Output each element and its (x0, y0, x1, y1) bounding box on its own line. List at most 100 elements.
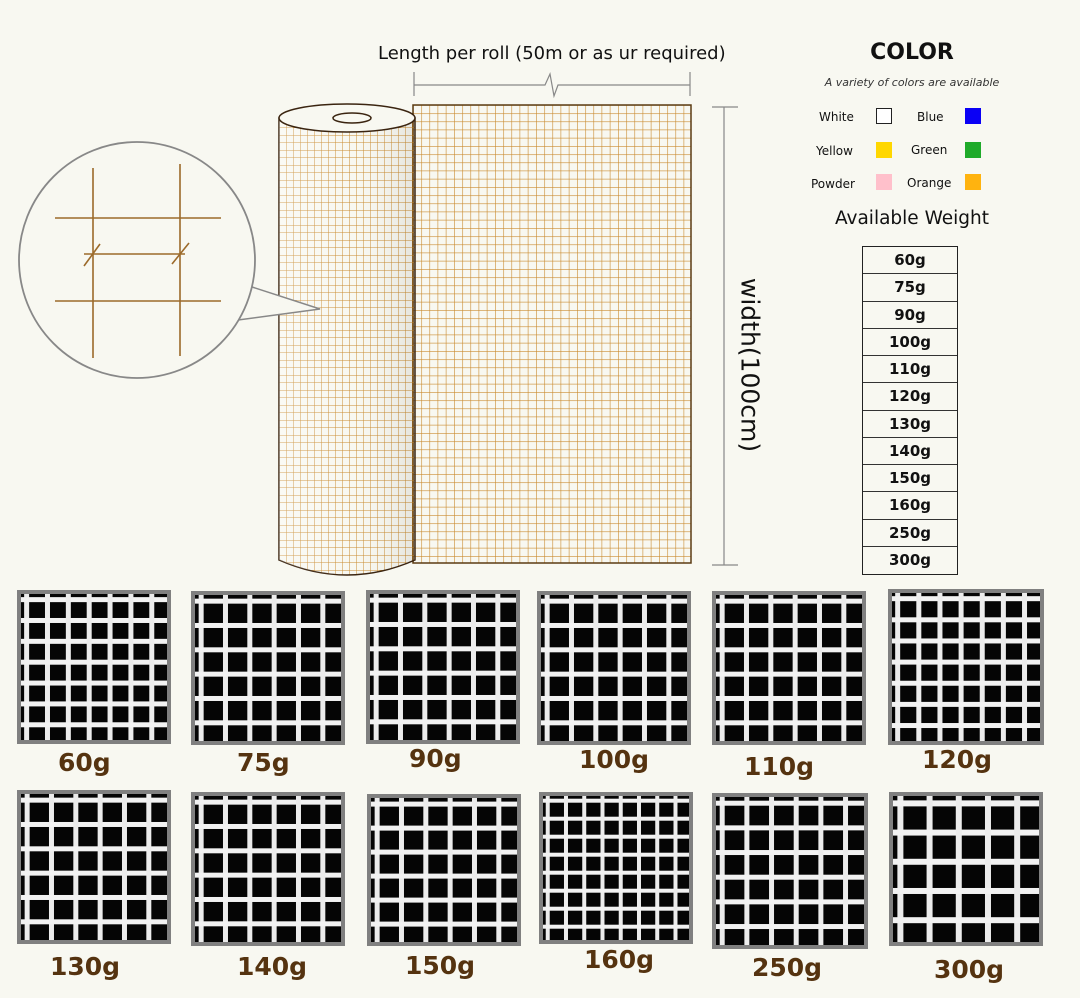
width-dimension (712, 106, 738, 566)
mesh-photo (892, 593, 1040, 741)
color-label-yellow: Yellow (816, 144, 853, 158)
mesh-strand-vertical (1022, 593, 1028, 741)
weight-row: 60g (863, 247, 957, 275)
mesh-strand-vertical (841, 595, 847, 741)
mesh-photo (543, 796, 689, 940)
mesh-strand-horizontal (195, 647, 341, 653)
mesh-strand-vertical (843, 797, 849, 945)
mesh-strand-vertical (97, 794, 103, 940)
mesh-strand-vertical (73, 794, 79, 940)
color-label-blue: Blue (917, 110, 944, 124)
available-weight-title: Available Weight (834, 208, 990, 229)
mesh-strand-vertical (320, 595, 326, 741)
weight-row: 110g (863, 356, 957, 384)
mesh-strand-vertical (24, 594, 30, 740)
mesh-strand-horizontal (195, 671, 341, 677)
mesh-strand-vertical (544, 595, 550, 741)
mesh-photo (371, 798, 517, 942)
mesh-strand-vertical (916, 593, 922, 741)
mesh-strand-horizontal (716, 825, 864, 831)
sample-image-110g (712, 591, 866, 745)
mesh-strand-vertical (636, 796, 641, 940)
mesh-strand-vertical (984, 796, 991, 942)
color-swatch-orange (965, 174, 981, 190)
weight-row: 100g (863, 329, 957, 356)
color-subtitle: A variety of colors are available (824, 76, 1000, 89)
mesh-strand-horizontal (892, 638, 1040, 644)
mesh-strand-vertical (593, 595, 599, 741)
mesh-strand-horizontal (21, 659, 167, 665)
sample-image-100g (537, 591, 691, 745)
weight-row: 75g (863, 274, 957, 302)
mesh-strand-horizontal (543, 834, 689, 839)
mesh-strand-horizontal (21, 821, 167, 827)
mesh-strand-horizontal (370, 621, 516, 627)
weight-row: 160g (863, 492, 957, 520)
sample-image-90g (366, 590, 520, 744)
mesh-strand-horizontal (21, 919, 167, 925)
mesh-strand-vertical (271, 595, 277, 741)
mesh-strand-horizontal (543, 888, 689, 893)
mesh-strand-horizontal (893, 858, 1039, 865)
mesh-strand-vertical (295, 595, 301, 741)
sample-label-75g: 75g (237, 748, 290, 777)
mesh-strand-vertical (320, 796, 326, 942)
sample-image-130g (17, 790, 171, 944)
mesh-strand-horizontal (716, 671, 862, 677)
mesh-strand-vertical (471, 798, 477, 942)
mesh-strand-horizontal (716, 924, 864, 930)
mesh-strand-horizontal (541, 598, 687, 604)
mesh-strand-horizontal (195, 799, 341, 805)
sample-label-60g: 60g (58, 748, 111, 777)
mesh-strand-vertical (398, 798, 404, 942)
mesh-strand-vertical (926, 796, 933, 942)
mesh-strand-horizontal (893, 887, 1039, 894)
mesh-strand-horizontal (716, 647, 862, 653)
sample-label-130g: 130g (50, 952, 121, 981)
mesh-strand-horizontal (371, 825, 517, 831)
mesh-strand-horizontal (893, 829, 1039, 836)
mesh-strand-vertical (247, 595, 253, 741)
length-per-roll-label: Length per roll (50m or as ur required) (378, 43, 726, 64)
length-dimension (413, 72, 691, 99)
mesh-strand-vertical (107, 594, 113, 740)
mesh-photo (21, 594, 167, 740)
mesh-strand-horizontal (541, 647, 687, 653)
mesh-strand-horizontal (541, 720, 687, 726)
color-swatch-yellow (876, 142, 892, 158)
mesh-photo (21, 794, 167, 940)
mesh-strand-vertical (955, 796, 962, 942)
weight-row: 90g (863, 302, 957, 329)
mesh-photo (195, 595, 341, 741)
mesh-strand-vertical (374, 798, 380, 942)
color-swatch-green (965, 142, 981, 158)
mesh-strand-horizontal (543, 816, 689, 821)
mesh-strand-horizontal (21, 597, 167, 603)
color-label-orange: Orange (907, 176, 952, 190)
mesh-strand-vertical (617, 595, 623, 741)
mesh-strand-vertical (744, 797, 750, 945)
mesh-strand-vertical (447, 798, 453, 942)
mesh-photo (716, 797, 864, 945)
mesh-strand-horizontal (195, 896, 341, 902)
mesh-strand-vertical (24, 794, 30, 940)
mesh-strand-vertical (1014, 796, 1021, 942)
mesh-strand-vertical (1000, 593, 1006, 741)
mesh-strand-vertical (423, 798, 429, 942)
mesh-strand-vertical (470, 594, 476, 740)
sample-label-100g: 100g (579, 745, 650, 774)
mesh-strand-vertical (895, 593, 901, 741)
mesh-strand-vertical (582, 796, 587, 940)
mesh-strand-horizontal (195, 823, 341, 829)
mesh-strand-vertical (743, 595, 749, 741)
mesh-strand-vertical (86, 594, 92, 740)
mesh-strand-vertical (818, 797, 824, 945)
sample-image-300g (889, 792, 1043, 946)
mesh-strand-vertical (44, 594, 50, 740)
mesh-strand-vertical (673, 796, 678, 940)
mesh-strand-vertical (397, 594, 403, 740)
mesh-strand-vertical (495, 594, 501, 740)
mesh-strand-horizontal (541, 695, 687, 701)
mesh-strand-horizontal (21, 797, 167, 803)
sample-image-140g (191, 792, 345, 946)
